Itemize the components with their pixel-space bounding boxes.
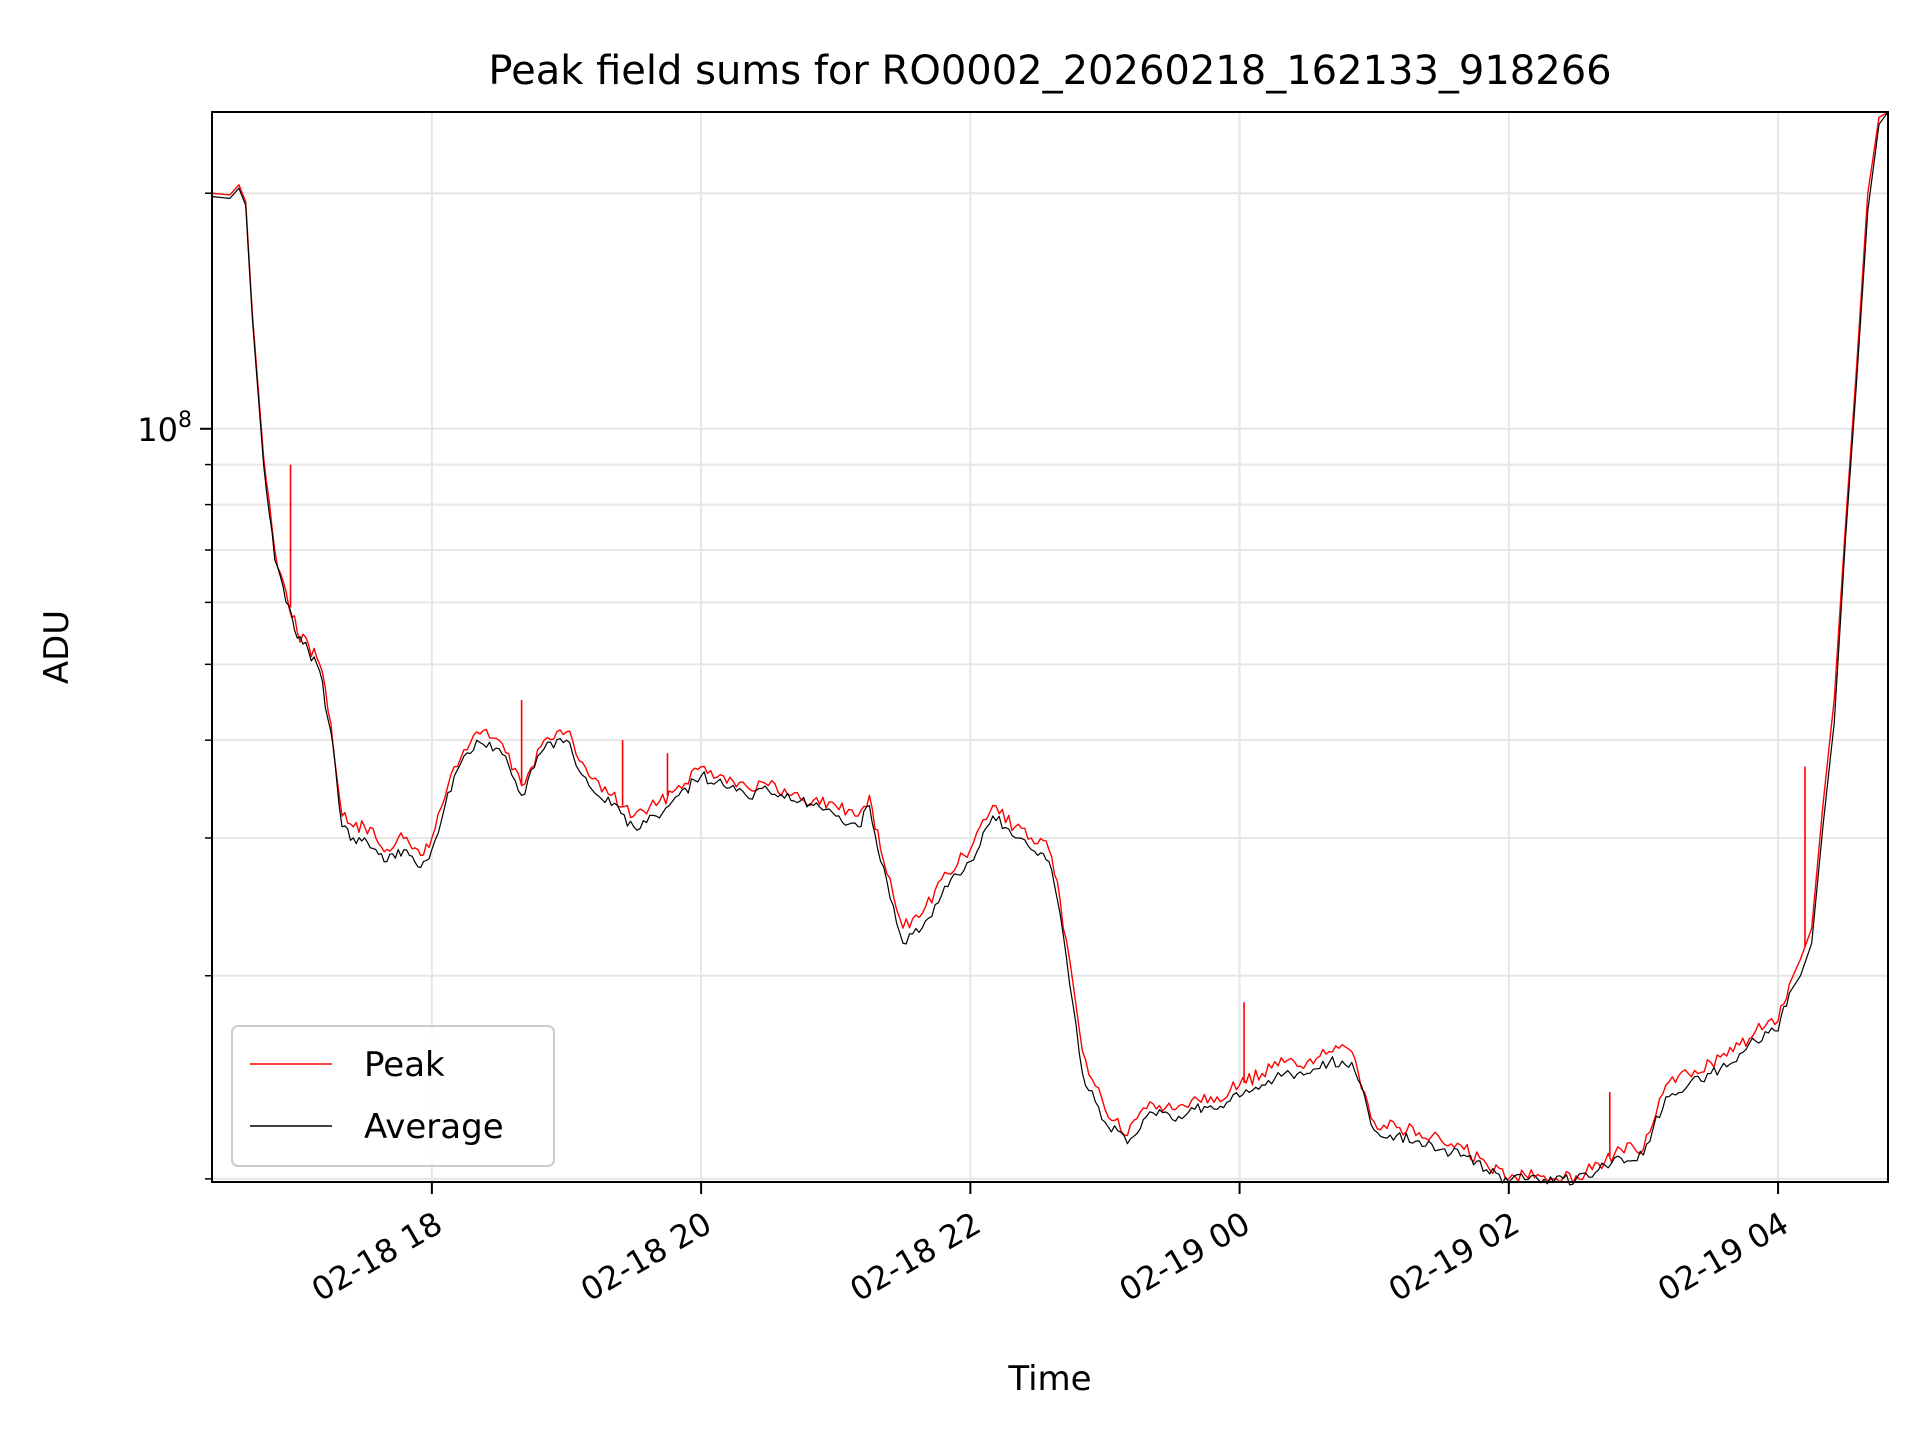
- legend-label-average: Average: [364, 1107, 504, 1147]
- y-axis-label: ADU: [37, 610, 77, 684]
- x-tick-label: 02-19 00: [1113, 1204, 1257, 1309]
- legend-box: [231, 1025, 555, 1167]
- grid: [212, 112, 1888, 1182]
- x-tick-label: 02-19 04: [1651, 1204, 1795, 1309]
- series-layer: [211, 111, 1889, 1186]
- x-tick-label: 02-19 02: [1382, 1204, 1526, 1309]
- chart-title: Peak field sums for RO0002_20260218_1621…: [488, 48, 1611, 94]
- series-line-average: [211, 111, 1889, 1186]
- legend: Peak Average: [231, 1025, 555, 1167]
- x-axis-label: Time: [1007, 1359, 1091, 1399]
- legend-label-peak: Peak: [364, 1045, 445, 1085]
- series-line-peak: [211, 111, 1889, 1184]
- x-tick-label: 02-18 20: [574, 1204, 718, 1309]
- y-tick-label: 108: [137, 408, 192, 449]
- x-tick-label: 02-18 22: [844, 1204, 988, 1309]
- plot-frame: [211, 111, 1889, 1183]
- x-tick-label: 02-18 18: [305, 1204, 449, 1309]
